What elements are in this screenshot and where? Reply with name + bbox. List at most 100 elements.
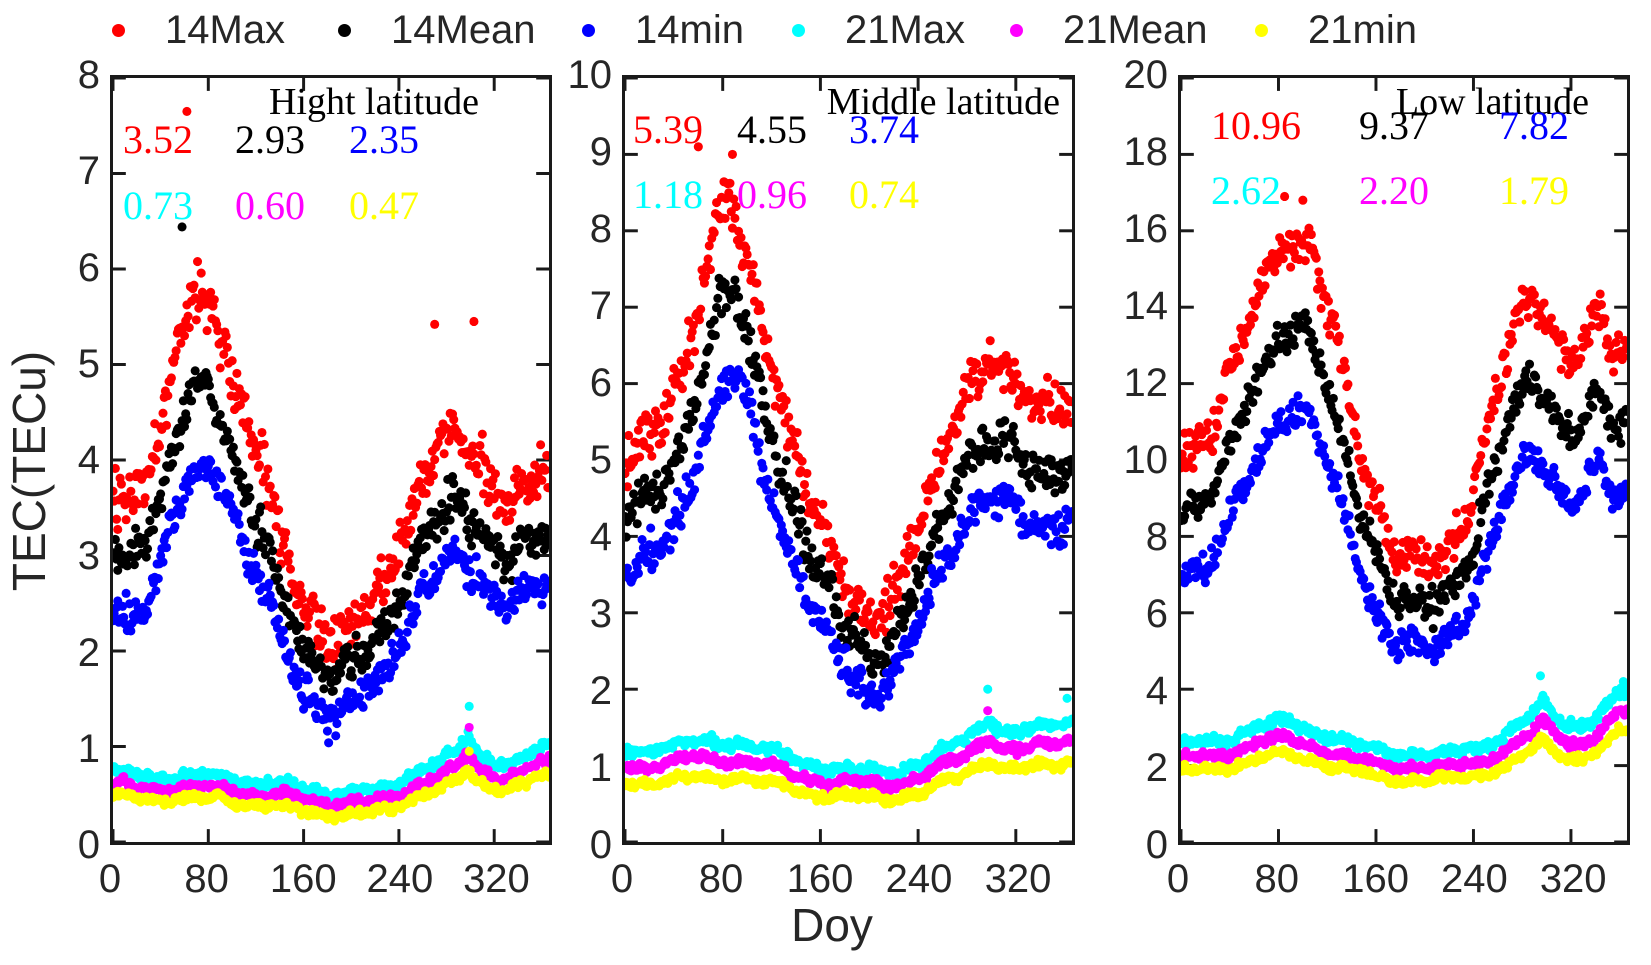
- scatter-plot-1: [625, 78, 1072, 842]
- tick-marks: [1181, 78, 1627, 842]
- y-tick-label: 7: [77, 149, 100, 194]
- y-tick-label: 10: [1123, 438, 1169, 482]
- x-tick-label: 160: [786, 857, 854, 901]
- legend-marker-21min-icon: [1255, 23, 1268, 37]
- legend-item-14mean: 14Mean: [338, 6, 536, 54]
- y-tick-label: 8: [77, 53, 100, 97]
- series-points-21min: [1181, 721, 1627, 790]
- legend-item-14max: 14Max: [112, 6, 285, 54]
- legend-marker-14max-icon: [112, 23, 125, 37]
- legend-item-21mean: 21Mean: [1010, 6, 1208, 54]
- y-tick-label: 7: [589, 284, 612, 328]
- y-tick-label: 4: [589, 515, 612, 559]
- x-tick-label: 80: [184, 857, 229, 901]
- legend-item-21max: 21Max: [792, 6, 965, 54]
- series-points-21Mean: [625, 706, 1072, 796]
- series-points-21min: [625, 754, 1072, 809]
- legend-marker-14min-icon: [582, 23, 595, 37]
- y-tick-label: 1: [77, 726, 100, 771]
- series-points-21Max: [1181, 671, 1627, 765]
- scatter-plot-0: [113, 78, 549, 842]
- stat-value: 5.39: [633, 107, 703, 152]
- y-tick-label: 6: [1145, 592, 1168, 636]
- stat-value: 0.60: [235, 183, 305, 228]
- panel-title: Hight latitude: [268, 81, 479, 123]
- legend-label-14max: 14Max: [165, 7, 286, 52]
- x-tick-label: 160: [1342, 857, 1409, 901]
- legend: 14Max 14Mean 14min 21Max 21Mean 21min: [0, 6, 1651, 54]
- series-points-14Mean: [1181, 308, 1627, 634]
- x-tick-label: 320: [463, 857, 530, 901]
- stat-value: 7.82: [1499, 103, 1569, 148]
- legend-item-21min: 21min: [1255, 6, 1417, 54]
- x-axis-label: Doy: [791, 899, 873, 951]
- y-tick-label: 18: [1123, 130, 1169, 174]
- x-tick-label: 240: [885, 857, 953, 901]
- stat-value: 3.74: [849, 107, 919, 152]
- y-tick-label: 1: [589, 746, 612, 790]
- series-points-14Max: [1181, 191, 1627, 582]
- plot-panel-0: Hight latitude 3.52 2.93 2.35 0.73 0.60 0.47: [110, 75, 552, 845]
- y-tick-label: 6: [589, 361, 612, 405]
- legend-marker-21max-icon: [792, 23, 805, 37]
- y-tick-label: 10: [567, 53, 613, 97]
- series-points-21min: [113, 746, 549, 826]
- series-points-21Max: [113, 701, 549, 806]
- series-points-14Mean: [625, 273, 1072, 679]
- legend-item-14min: 14min: [582, 6, 744, 54]
- x-tick-label: 240: [366, 857, 434, 901]
- series-points-21Mean: [113, 722, 549, 814]
- series-points-14Max: [113, 106, 549, 674]
- stat-value: 0.47: [349, 183, 419, 228]
- series-points-14Mean: [113, 222, 549, 696]
- stat-value: 2.20: [1359, 168, 1429, 213]
- y-tick-label: 2: [1145, 746, 1168, 790]
- legend-marker-14mean-icon: [338, 23, 351, 37]
- x-tick-label: 240: [1441, 857, 1508, 901]
- stat-value: 4.55: [737, 107, 807, 152]
- y-tick-label: 2: [589, 669, 612, 713]
- legend-label-21min: 21min: [1308, 7, 1417, 52]
- panel-title: Middle latitude: [826, 81, 1060, 123]
- y-tick-label: 2: [77, 630, 100, 675]
- y-tick-label: 16: [1123, 207, 1169, 251]
- scatter-plot-2: [1181, 78, 1627, 842]
- plot-panel-2: Low latitude 10.96 9.37 7.82 2.62 2.20 1.79: [1178, 75, 1630, 845]
- stat-value: 2.93: [235, 117, 305, 162]
- stat-value: 9.37: [1359, 103, 1429, 148]
- stat-value: 2.35: [349, 117, 419, 162]
- x-tick-label: 80: [698, 857, 744, 901]
- y-tick-label: 9: [589, 130, 612, 174]
- legend-label-14min: 14min: [635, 7, 744, 52]
- stat-value: 10.96: [1211, 103, 1301, 148]
- y-tick-label: 12: [1123, 361, 1169, 405]
- x-tick-label: 0: [1166, 857, 1190, 901]
- stat-value: 0.73: [123, 183, 193, 228]
- y-tick-label: 0: [589, 823, 612, 867]
- stat-value: 1.18: [633, 172, 703, 217]
- legend-marker-21mean-icon: [1010, 23, 1023, 37]
- x-tick-label: 80: [1254, 857, 1300, 901]
- y-tick-label: 8: [589, 207, 612, 251]
- y-tick-label: 0: [77, 823, 100, 867]
- stat-value: 0.74: [849, 172, 919, 217]
- stat-value: 0.96: [737, 172, 807, 217]
- y-tick-label: 20: [1123, 53, 1169, 97]
- y-tick-label: 6: [77, 245, 100, 290]
- x-tick-label: 0: [610, 857, 634, 901]
- y-tick-label: 0: [1145, 823, 1168, 867]
- stat-value: 2.62: [1211, 168, 1281, 213]
- y-tick-label: 3: [589, 592, 612, 636]
- y-tick-label: 5: [77, 341, 100, 386]
- x-tick-label: 160: [269, 857, 337, 901]
- x-tick-label: 320: [1539, 857, 1607, 901]
- y-tick-label: 14: [1123, 284, 1169, 328]
- y-tick-label: 4: [77, 438, 100, 482]
- legend-label-21max: 21Max: [845, 7, 966, 52]
- series-points-21Max: [625, 684, 1072, 783]
- legend-label-21mean: 21Mean: [1063, 7, 1208, 52]
- y-tick-label: 8: [1145, 515, 1168, 559]
- series-points-14min: [113, 455, 549, 748]
- x-tick-label: 0: [98, 857, 122, 901]
